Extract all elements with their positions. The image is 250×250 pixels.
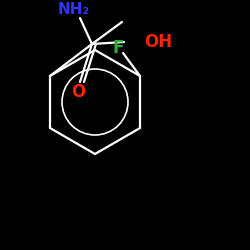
Text: F: F: [112, 39, 124, 57]
Text: NH₂: NH₂: [58, 2, 90, 18]
Text: OH: OH: [144, 33, 172, 51]
Text: O: O: [71, 83, 85, 101]
